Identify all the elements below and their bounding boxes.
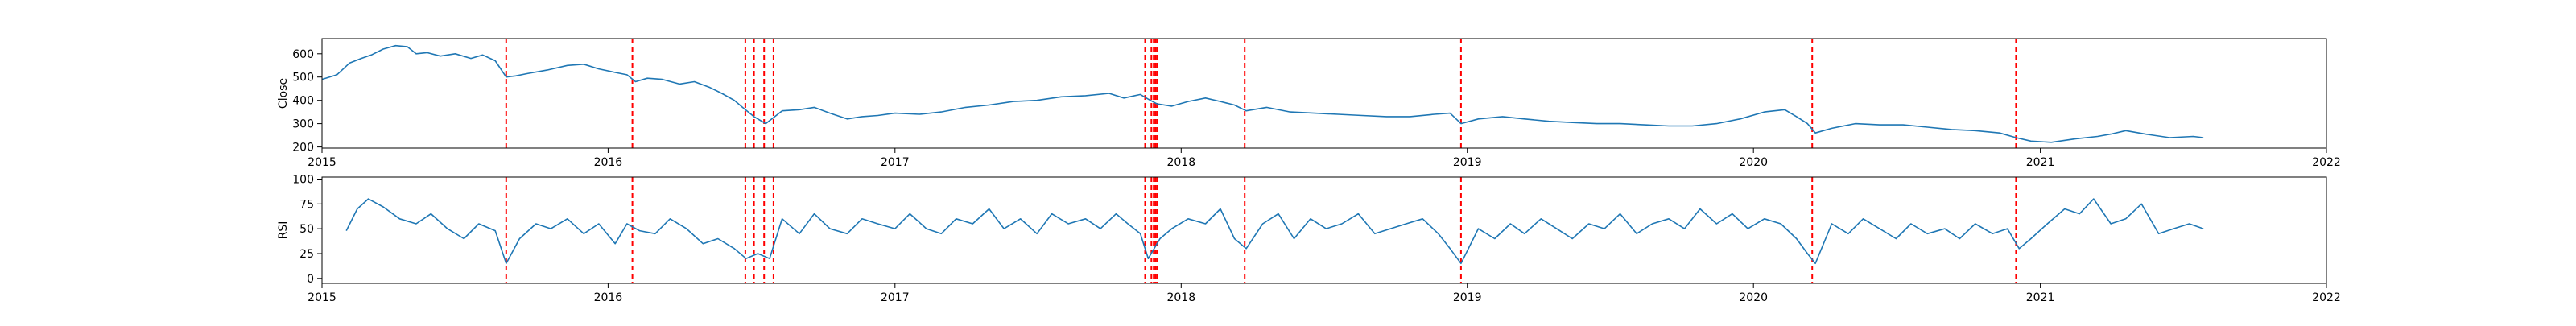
close-axes-frame bbox=[321, 38, 2327, 149]
close-event-lines bbox=[505, 39, 2017, 148]
close-x-tick-label: 2017 bbox=[881, 156, 910, 169]
rsi-series-line bbox=[345, 198, 2204, 265]
rsi-x-tick-label: 2018 bbox=[1166, 291, 1195, 304]
close-x-tick-label: 2016 bbox=[594, 156, 623, 169]
close-x-tick-label: 2015 bbox=[308, 156, 336, 169]
close-x-ticks: 2015 2016 2017 2018 2019 2020 2021 2022 bbox=[308, 148, 2341, 169]
rsi-x-tick-label: 2022 bbox=[2312, 291, 2341, 304]
rsi-x-ticks: 2015 2016 2017 2018 2019 2020 2021 2022 bbox=[308, 283, 2341, 304]
rsi-x-tick-label: 2015 bbox=[308, 291, 336, 304]
close-series-line bbox=[321, 44, 2204, 143]
rsi-line-layer bbox=[345, 198, 2204, 265]
rsi-x-tick-label: 2017 bbox=[881, 291, 910, 304]
close-x-tick-label: 2022 bbox=[2312, 156, 2341, 169]
close-x-tick-label: 2020 bbox=[1739, 156, 1768, 169]
rsi-x-tick-label: 2021 bbox=[2026, 291, 2055, 304]
close-y-tick-label: 300 bbox=[292, 118, 314, 131]
rsi-axes-frame bbox=[321, 176, 2327, 284]
rsi-x-tick-label: 2020 bbox=[1739, 291, 1768, 304]
rsi-y-tick-label: 25 bbox=[299, 248, 314, 261]
rsi-event-lines bbox=[505, 177, 2017, 283]
close-y-axis-label: Close bbox=[277, 78, 290, 109]
rsi-x-tick-label: 2019 bbox=[1453, 291, 1482, 304]
close-price-panel: 200 300 400 500 600 2015 2016 2017 2018 2019 2020… bbox=[277, 38, 2341, 169]
rsi-x-tick-label: 2016 bbox=[594, 291, 623, 304]
close-y-tick-label: 600 bbox=[292, 48, 314, 61]
rsi-y-tick-label: 100 bbox=[292, 174, 314, 187]
close-price-line-layer bbox=[321, 44, 2204, 143]
close-y-tick-label: 400 bbox=[292, 95, 314, 108]
close-x-tick-label: 2021 bbox=[2026, 156, 2055, 169]
rsi-y-tick-label: 0 bbox=[307, 273, 314, 286]
rsi-y-tick-label: 50 bbox=[299, 223, 314, 236]
close-x-tick-label: 2018 bbox=[1166, 156, 1195, 169]
close-y-tick-label: 200 bbox=[292, 142, 314, 155]
close-x-tick-label: 2019 bbox=[1453, 156, 1482, 169]
rsi-y-ticks: 0 25 50 75 100 bbox=[292, 174, 322, 286]
close-y-ticks: 200 300 400 500 600 bbox=[292, 48, 322, 155]
rsi-y-axis-label: RSI bbox=[277, 221, 290, 240]
rsi-y-tick-label: 75 bbox=[299, 198, 314, 211]
close-y-tick-label: 500 bbox=[292, 72, 314, 85]
